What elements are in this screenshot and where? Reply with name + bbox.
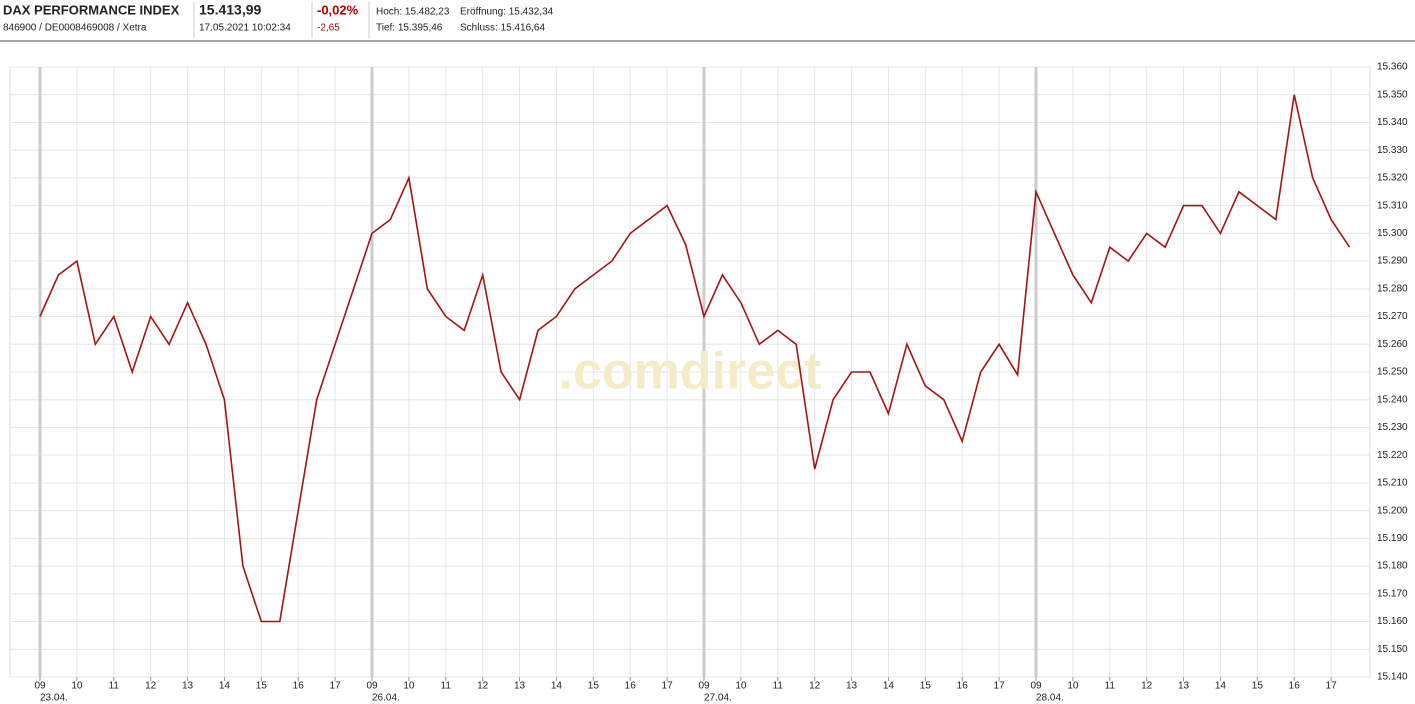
low: Tief: 15.395,46 [376,23,443,34]
high: Hoch: 15.482,23 [376,7,450,18]
x-tick-label: 16 [293,681,305,692]
y-tick-label: 15.200 [1377,505,1408,516]
x-tick-label: 17 [662,681,674,692]
x-tick-label: 14 [883,681,895,692]
x-tick-label: 17 [1326,681,1338,692]
y-tick-label: 15.300 [1377,228,1408,239]
x-tick-label: 12 [809,681,821,692]
y-tick-label: 15.280 [1377,283,1408,294]
y-tick-label: 15.250 [1377,367,1408,378]
x-tick-label: 16 [957,681,969,692]
day-label: 23.04. [40,693,68,704]
y-tick-label: 15.140 [1377,672,1408,683]
timestamp: 17.05.2021 10:02:34 [199,23,291,34]
close: Schluss: 15.416,64 [460,23,545,34]
x-tick-label: 14 [551,681,563,692]
x-tick-label: 10 [1067,681,1079,692]
y-tick-label: 15.320 [1377,173,1408,184]
watermark: .comdirect [559,343,822,401]
y-tick-label: 15.190 [1377,533,1408,544]
day-label: 26.04. [372,693,400,704]
x-tick-label: 10 [403,681,415,692]
y-tick-label: 15.290 [1377,256,1408,267]
x-tick-label: 13 [846,681,858,692]
open: Eröffnung: 15.432,34 [460,7,554,18]
y-tick-label: 15.270 [1377,311,1408,322]
x-tick-label: 15 [1252,681,1264,692]
y-tick-label: 15.360 [1377,62,1408,73]
x-tick-label: 17 [330,681,342,692]
x-tick-label: 13 [1178,681,1190,692]
x-tick-label: 10 [71,681,83,692]
y-tick-label: 15.160 [1377,616,1408,627]
day-label: 28.04. [1036,693,1064,704]
day-label: 27.04. [704,693,732,704]
x-tick-label: 09 [34,681,46,692]
x-tick-label: 12 [477,681,489,692]
x-tick-label: 15 [588,681,600,692]
x-tick-label: 12 [145,681,157,692]
y-tick-label: 15.180 [1377,561,1408,572]
change-pct: -0,02% [317,2,359,17]
x-tick-label: 15 [256,681,268,692]
price-line [39,94,1351,623]
y-tick-label: 15.170 [1377,588,1408,599]
y-tick-label: 15.150 [1377,644,1408,655]
x-tick-label: 15 [920,681,932,692]
x-tick-label: 11 [1105,681,1116,692]
x-tick-label: 16 [1289,681,1301,692]
x-tick-label: 11 [441,681,452,692]
x-tick-label: 11 [773,681,784,692]
x-tick-label: 17 [994,681,1006,692]
y-tick-label: 15.310 [1377,200,1408,211]
y-tick-label: 15.240 [1377,394,1408,405]
x-tick-label: 14 [219,681,231,692]
change-abs: -2,65 [317,23,340,34]
x-tick-label: 11 [109,681,120,692]
y-tick-label: 15.260 [1377,339,1408,350]
y-tick-label: 15.210 [1377,478,1408,489]
x-tick-label: 09 [698,681,710,692]
x-tick-label: 10 [735,681,747,692]
y-tick-label: 15.340 [1377,117,1408,128]
x-tick-label: 13 [182,681,194,692]
y-tick-label: 15.330 [1377,145,1408,156]
x-tick-label: 09 [1030,681,1042,692]
x-tick-label: 09 [366,681,378,692]
x-tick-label: 14 [1215,681,1227,692]
index-ids: 846900 / DE0008469008 / Xetra [3,23,147,34]
x-tick-label: 16 [625,681,637,692]
x-tick-label: 12 [1141,681,1153,692]
index-name: DAX PERFORMANCE INDEX [3,2,180,17]
y-tick-label: 15.350 [1377,89,1408,100]
x-tick-label: 13 [514,681,526,692]
y-tick-label: 15.220 [1377,450,1408,461]
y-tick-label: 15.230 [1377,422,1408,433]
price: 15.413,99 [199,2,261,18]
